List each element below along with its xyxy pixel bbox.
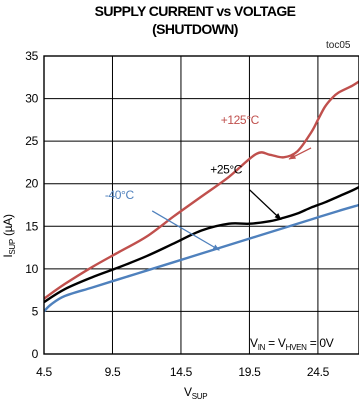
condition-label: VIN = VHVEN = 0V <box>250 336 334 352</box>
series-line-3 <box>44 203 359 313</box>
y-axis-label: ISUP (µA) <box>1 214 17 258</box>
y-tick-label: 15 <box>25 219 38 233</box>
x-tick-label: 19.5 <box>238 365 261 379</box>
x-tick-label: 4.5 <box>36 365 52 379</box>
chart-title: SUPPLY CURRENT vs VOLTAGE <box>94 3 296 19</box>
x-tick-label: 9.5 <box>105 365 121 379</box>
series-line-1 <box>44 80 359 300</box>
series-label-1: +125°C <box>221 113 260 127</box>
chart-subtitle: (SHUTDOWN) <box>152 21 238 37</box>
annotations: +125°C +25°C -40°C <box>105 113 312 251</box>
series-line-2 <box>44 186 359 304</box>
series-label-2: +25°C <box>210 162 243 176</box>
tick-labels: 4.5 9.5 14.5 19.5 24.5 0 5 10 15 20 25 30 35 <box>25 49 330 379</box>
x-axis-label: VSUP <box>184 385 207 401</box>
y-tick-label: 10 <box>25 262 38 276</box>
figure-tag: toc05 <box>326 40 351 51</box>
series-layer <box>44 80 359 313</box>
annotation-arrow-2 <box>248 189 282 220</box>
x-tick-label: 14.5 <box>170 365 193 379</box>
x-tick-label: 24.5 <box>307 365 330 379</box>
y-tick-label: 25 <box>25 134 38 148</box>
series-label-3: -40°C <box>105 188 135 202</box>
y-tick-label: 5 <box>32 304 39 318</box>
annotation-arrow-1 <box>288 147 312 160</box>
y-tick-label: 35 <box>25 49 38 63</box>
grid <box>44 56 359 354</box>
plot-frame <box>43 55 359 355</box>
y-tick-label: 30 <box>25 92 38 106</box>
y-tick-label: 20 <box>25 177 38 191</box>
annotation-arrow-3 <box>151 210 220 251</box>
y-tick-label: 0 <box>32 347 39 361</box>
